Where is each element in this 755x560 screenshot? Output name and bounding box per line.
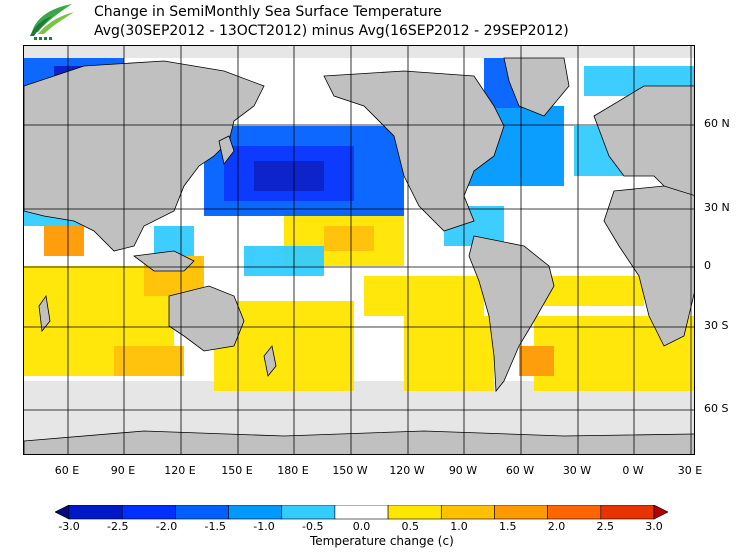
land-antarctica <box>24 430 694 454</box>
lon-label-120w: 120 W <box>389 464 425 477</box>
lon-label-150w: 150 W <box>332 464 368 477</box>
land-africa <box>603 185 694 347</box>
colorbar-cell <box>121 505 176 520</box>
lon-label-150e: 150 E <box>221 464 253 477</box>
lat-label-30n: 30 N <box>704 201 730 214</box>
graticule <box>24 46 694 454</box>
lon-label-30e: 30 E <box>677 464 703 477</box>
colorbar-min-arrow <box>55 505 70 520</box>
lon-label-60e: 60 E <box>54 464 80 477</box>
land-indonesia <box>132 250 195 272</box>
lat-label-0: 0 <box>704 259 711 272</box>
land-north-america <box>323 70 505 232</box>
colorbar-tick-label: -1.5 <box>204 520 226 533</box>
lon-label-90w: 90 W <box>448 464 478 477</box>
colorbar-tick-label: 1.0 <box>450 520 468 533</box>
colorbar-tick-label: 3.0 <box>645 520 663 533</box>
lon-label-0w: 0 W <box>622 464 644 477</box>
lon-label-120e: 120 E <box>164 464 196 477</box>
colorbar-tick-label: 0.5 <box>401 520 420 533</box>
observatory-logo <box>30 4 74 40</box>
lon-label-180e: 180 E <box>277 464 309 477</box>
sst-change-map <box>23 45 695 455</box>
lon-label-30w: 30 W <box>562 464 592 477</box>
colorbar-cell <box>68 505 123 520</box>
land-south-america <box>468 235 555 393</box>
map-title: Change in SemiMonthly Sea Surface Temper… <box>94 4 442 20</box>
lon-label-60w: 60 W <box>505 464 535 477</box>
colorbar-cell <box>547 505 602 520</box>
lat-label-30s: 30 S <box>704 319 729 332</box>
land-masses <box>24 57 694 454</box>
land-new-zealand <box>263 345 277 377</box>
lat-label-60n: 60 N <box>704 117 730 130</box>
land-asia <box>24 60 265 252</box>
colorbar-cell <box>494 505 548 520</box>
colorbar-cell <box>440 505 495 520</box>
colorbar-cell <box>334 505 389 520</box>
colorbar <box>55 505 668 520</box>
map-subtitle: Avg(30SEP2012 - 13OCT2012) minus Avg(16S… <box>94 23 569 39</box>
colorbar-tick-label: 1.5 <box>499 520 517 533</box>
colorbar-cell <box>387 505 442 520</box>
colorbar-tick-label: -0.5 <box>302 520 324 533</box>
colorbar-label: Temperature change (c) <box>310 534 454 548</box>
colorbar-tick-label: 0.0 <box>352 520 371 533</box>
sea-ice-north <box>24 46 694 58</box>
colorbar-cell <box>281 505 336 520</box>
map-canvas <box>24 46 694 454</box>
lat-label-60s: 60 S <box>704 402 729 415</box>
lon-label-90e: 90 E <box>110 464 136 477</box>
colorbar-cell <box>175 505 229 520</box>
colorbar-tick-label: -3.0 <box>58 520 80 533</box>
colorbar-tick-label: -1.0 <box>253 520 275 533</box>
colorbar-tick-label: 2.0 <box>547 520 566 533</box>
land-japan <box>218 135 235 165</box>
colorbar-tick-label: -2.0 <box>155 520 178 533</box>
colorbar-cells <box>55 505 668 520</box>
colorbar-cell <box>228 505 283 520</box>
colorbar-max-arrow <box>653 505 668 520</box>
colorbar-tick-label: 2.5 <box>596 520 615 533</box>
land-australia <box>168 285 245 352</box>
colorbar-cell <box>600 505 655 520</box>
land-greenland <box>503 57 570 117</box>
warm-anomaly-patches <box>24 211 694 391</box>
land-madagascar <box>38 294 51 332</box>
colorbar-tick-label: -2.5 <box>107 520 129 533</box>
